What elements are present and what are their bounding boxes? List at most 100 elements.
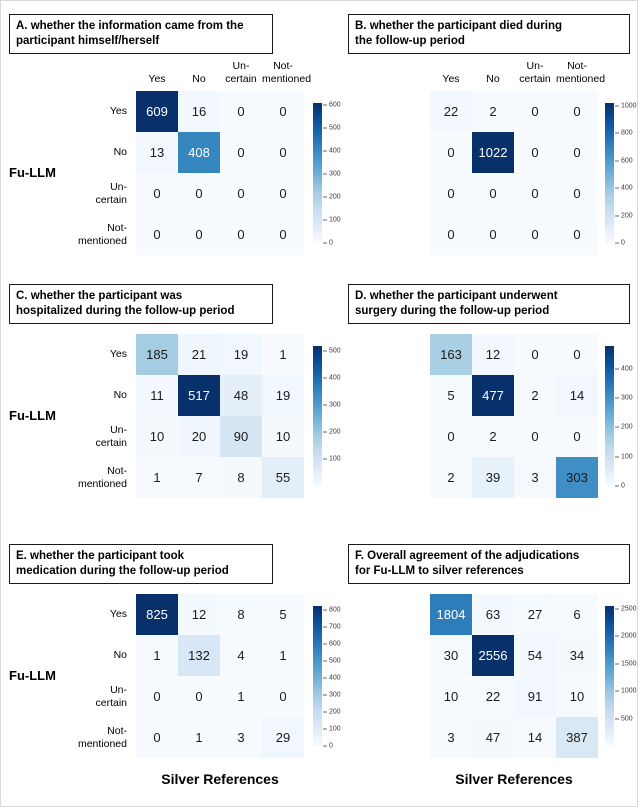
colorbar-tick-label: 600 <box>329 640 341 648</box>
panel-title-box: F. Overall agreement of the adjudication… <box>348 544 630 584</box>
colorbar-tick-mark <box>323 431 327 433</box>
row-label: No <box>114 146 127 158</box>
colorbar-tick-mark <box>615 456 619 458</box>
colorbar: 500 400 300 200 100 <box>313 346 341 486</box>
column-header: Un-certain <box>514 60 556 85</box>
y-axis-label: Fu-LLM <box>9 408 56 423</box>
heatmap-cell: 0 <box>430 132 472 173</box>
panel-title-line: A. whether the information came from the <box>16 20 244 32</box>
row-label-line: mentioned <box>77 234 127 247</box>
heatmap-cell: 21 <box>178 334 220 375</box>
heatmap-cell: 7 <box>178 457 220 498</box>
colorbar-tick: 700 <box>323 624 341 631</box>
column-headers: Yes No Un-certain Not-mentioned <box>430 53 605 85</box>
colorbar-tick-label: 100 <box>329 455 341 463</box>
colorbar-tick: 100 <box>323 726 341 733</box>
colorbar-tick-mark <box>323 196 327 198</box>
heatmap-cell: 20 <box>178 416 220 457</box>
colorbar-tick-mark <box>615 368 619 370</box>
heatmap-cell: 11 <box>136 375 178 416</box>
row-labels: Yes No Un-certain Not-mentioned <box>1 334 136 498</box>
row-label-line: Un- <box>110 684 127 697</box>
colorbar-tick: 500 <box>323 658 341 665</box>
row-label-line: Not- <box>107 222 127 235</box>
row-label: No <box>114 649 127 661</box>
panel-title-box: A. whether the information came from the… <box>9 14 273 54</box>
colorbar-tick-mark <box>615 397 619 399</box>
colorbar-tick: 400 <box>323 675 341 682</box>
colorbar-tick: 100 <box>323 456 341 463</box>
colorbar-tick-mark <box>323 626 327 628</box>
colorbar-tick-mark <box>323 377 327 379</box>
row-label: Not-mentioned <box>78 465 127 490</box>
colorbar-tick-mark <box>323 609 327 611</box>
heatmap-cell: 10 <box>136 416 178 457</box>
column-header: Un-certain <box>220 60 262 85</box>
colorbar-tick-mark <box>323 150 327 152</box>
heatmap-panel: A. whether the information came from the… <box>1 1 341 271</box>
colorbar-tick-label: 100 <box>329 725 341 733</box>
heatmap-cell: 163 <box>430 334 472 375</box>
heatmap-cell: 6 <box>556 594 598 635</box>
colorbar-tick-label: 500 <box>621 715 633 723</box>
heatmap-cell: 132 <box>178 635 220 676</box>
colorbar: 1000 800 600 400 200 0 <box>605 103 637 247</box>
row-label-line: Yes <box>109 348 127 361</box>
heatmap-cell: 12 <box>472 334 514 375</box>
column-header: No <box>472 73 514 85</box>
heatmap-cell: 1 <box>262 635 304 676</box>
colorbar-tick: 600 <box>323 102 341 109</box>
column-header: No <box>178 73 220 85</box>
colorbar-tick-label: 800 <box>329 606 341 614</box>
y-axis-label: Fu-LLM <box>9 165 56 180</box>
heatmap-cell: 0 <box>430 416 472 457</box>
row-label-line: Yes <box>109 105 127 118</box>
row-label-line: certain <box>95 193 127 206</box>
colorbar-tick-mark <box>323 694 327 696</box>
colorbar-tick-mark <box>323 745 327 747</box>
colorbar-tick: 400 <box>615 365 633 372</box>
colorbar-tick-mark <box>323 127 327 129</box>
row-label: Yes <box>110 105 127 117</box>
column-header-line: Un- <box>232 60 250 73</box>
row-label: Not-mentioned <box>78 222 127 247</box>
colorbar-tick-label: 0 <box>329 239 333 247</box>
y-axis-label: Fu-LLM <box>9 668 56 683</box>
row-labels: Yes No Un-certain Not-mentioned <box>1 594 136 758</box>
colorbar-tick-mark <box>615 160 619 162</box>
heatmap-cell: 47 <box>472 717 514 758</box>
heatmap-cell: 1 <box>136 457 178 498</box>
panel-title-line: participant himself/herself <box>16 34 160 47</box>
heatmap-cell: 825 <box>136 594 178 635</box>
colorbar-tick-mark <box>615 105 619 107</box>
colorbar-tick-mark <box>323 104 327 106</box>
heatmap-cell: 0 <box>556 132 598 173</box>
heatmap-matrix: 825 12 8 5 1 132 4 1 0 0 1 0 0 1 3 29 <box>136 594 304 758</box>
heatmap-cell: 1 <box>178 717 220 758</box>
heatmap-panel: C. whether the participant was hospitaliz… <box>1 271 341 531</box>
column-headers: Yes No Un-certain Not-mentioned <box>136 53 311 85</box>
x-axis-label: Silver References <box>455 771 573 787</box>
colorbar: 2500 2000 1500 1000 500 <box>605 606 637 746</box>
colorbar-gradient <box>313 606 322 746</box>
colorbar: 600 500 400 300 200 100 0 <box>313 102 341 247</box>
heatmap-cell: 0 <box>556 214 598 255</box>
colorbar-gradient <box>605 346 614 486</box>
colorbar-tick: 200 <box>323 194 341 201</box>
row-label-line: Un- <box>110 424 127 437</box>
heatmap-panel: D. whether the participant underwent surg… <box>320 271 637 531</box>
heatmap-cell: 0 <box>262 132 304 173</box>
heatmap-cell: 2 <box>430 457 472 498</box>
heatmap-cell: 19 <box>262 375 304 416</box>
heatmap-cell: 477 <box>472 375 514 416</box>
column-header-line: certain <box>519 72 551 85</box>
heatmap-cell: 0 <box>136 717 178 758</box>
row-label: Not-mentioned <box>78 725 127 750</box>
heatmap-cell: 12 <box>178 594 220 635</box>
row-label-line: Not- <box>107 465 127 478</box>
row-label-line: mentioned <box>77 477 127 490</box>
row-label: Un-certain <box>95 684 127 709</box>
panel-title-box: E. whether the participant took medicatio… <box>9 544 273 584</box>
heatmap-cell: 19 <box>220 334 262 375</box>
heatmap-cell: 4 <box>220 635 262 676</box>
